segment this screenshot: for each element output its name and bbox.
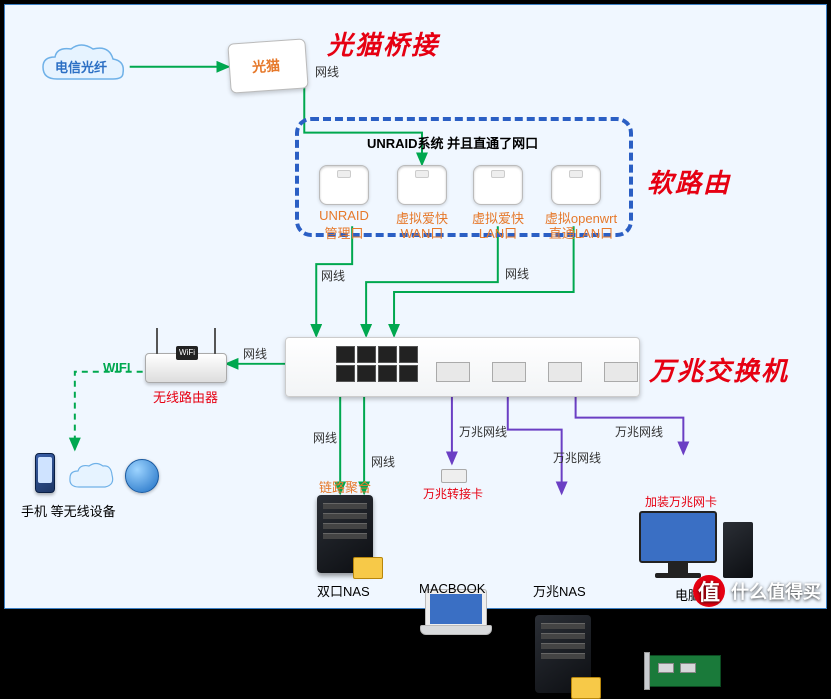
port-unraid-l1: UNRAID: [311, 208, 377, 223]
optical-modem: 光猫: [227, 38, 308, 93]
soft-router-subtitle: UNRAID系统 并且直通了网口: [367, 133, 538, 152]
ten-gig-switch: [285, 337, 640, 397]
title-modem-bridge: 光猫桥接: [327, 25, 439, 62]
switch-rj45-row-top: [336, 346, 418, 363]
port-openwrt-lan: [551, 165, 601, 205]
edge-label-nas2: 万兆网线: [553, 449, 601, 466]
pcie-card-label: 加装万兆网卡: [645, 493, 717, 510]
nas1-top-label: 链路聚合: [307, 477, 383, 496]
edge-label-r2: 网线: [505, 265, 529, 282]
pcie-nic-card: [649, 655, 721, 687]
globe-icon: [125, 459, 159, 493]
diagram-canvas: 电信光纤 光猫 光猫桥接 软路由 万兆交换机 网线 网线 网线 网线 WIFI …: [0, 0, 831, 613]
title-soft-router: 软路由: [647, 163, 731, 200]
macbook-label: MACBOOK: [419, 581, 485, 596]
nas1: [317, 495, 373, 573]
nas2-label: 万兆NAS: [533, 581, 586, 600]
ten-gig-adapter: [441, 469, 467, 483]
port-wan-l2: WAN口: [389, 223, 455, 242]
title-switch: 万兆交换机: [649, 351, 789, 388]
watermark-badge-icon: 值: [693, 575, 725, 607]
port-unraid-l2: 管理口: [311, 223, 377, 242]
switch-rj45-row-bot: [336, 365, 418, 382]
wireless-clients: [35, 453, 159, 493]
port-lan-l2: LAN口: [465, 223, 531, 242]
nas1-label: 双口NAS: [317, 581, 370, 600]
wifi-led-icon: WiFi: [176, 346, 198, 360]
edge-label-nas1b: 网线: [371, 453, 395, 470]
wireless-router-label: 无线路由器: [153, 387, 218, 406]
cloud-icon: [65, 461, 115, 493]
tower-icon: [723, 522, 753, 578]
edge-label-macbook: 万兆网线: [459, 423, 507, 440]
edge-label-desktop: 万兆网线: [615, 423, 663, 440]
port-ikuai-wan: [397, 165, 447, 205]
edge-label-wifi: WIFI: [103, 360, 130, 375]
isp-cloud-label: 电信光纤: [55, 57, 107, 76]
nas2: [535, 615, 591, 693]
diagram-inner: 电信光纤 光猫 光猫桥接 软路由 万兆交换机 网线 网线 网线 网线 WIFI …: [4, 4, 827, 609]
adapter-label: 万兆转接卡: [423, 485, 483, 502]
edge-label-modem: 网线: [315, 63, 339, 80]
isp-cloud: 电信光纤: [37, 43, 129, 96]
edge-label-r1: 网线: [321, 267, 345, 284]
wireless-clients-label: 手机 等无线设备: [21, 501, 116, 520]
edge-label-nas1a: 网线: [313, 429, 337, 446]
desktop-pc: [639, 511, 753, 578]
edge-label-sw-router: 网线: [243, 345, 267, 362]
monitor-icon: [639, 511, 717, 563]
watermark: 值 什么值得买: [693, 575, 821, 607]
modem-label: 光猫: [251, 55, 280, 77]
phone-icon: [35, 453, 55, 493]
wireless-router: WiFi: [145, 353, 227, 383]
folder-icon: [353, 557, 383, 579]
folder-icon: [571, 677, 601, 699]
port-ikuai-lan: [473, 165, 523, 205]
switch-sfp-row: [436, 362, 638, 382]
watermark-text: 什么值得买: [731, 578, 821, 604]
port-unraid-mgmt: [319, 165, 369, 205]
port-openwrt-l2: 直通LAN口: [535, 223, 627, 242]
